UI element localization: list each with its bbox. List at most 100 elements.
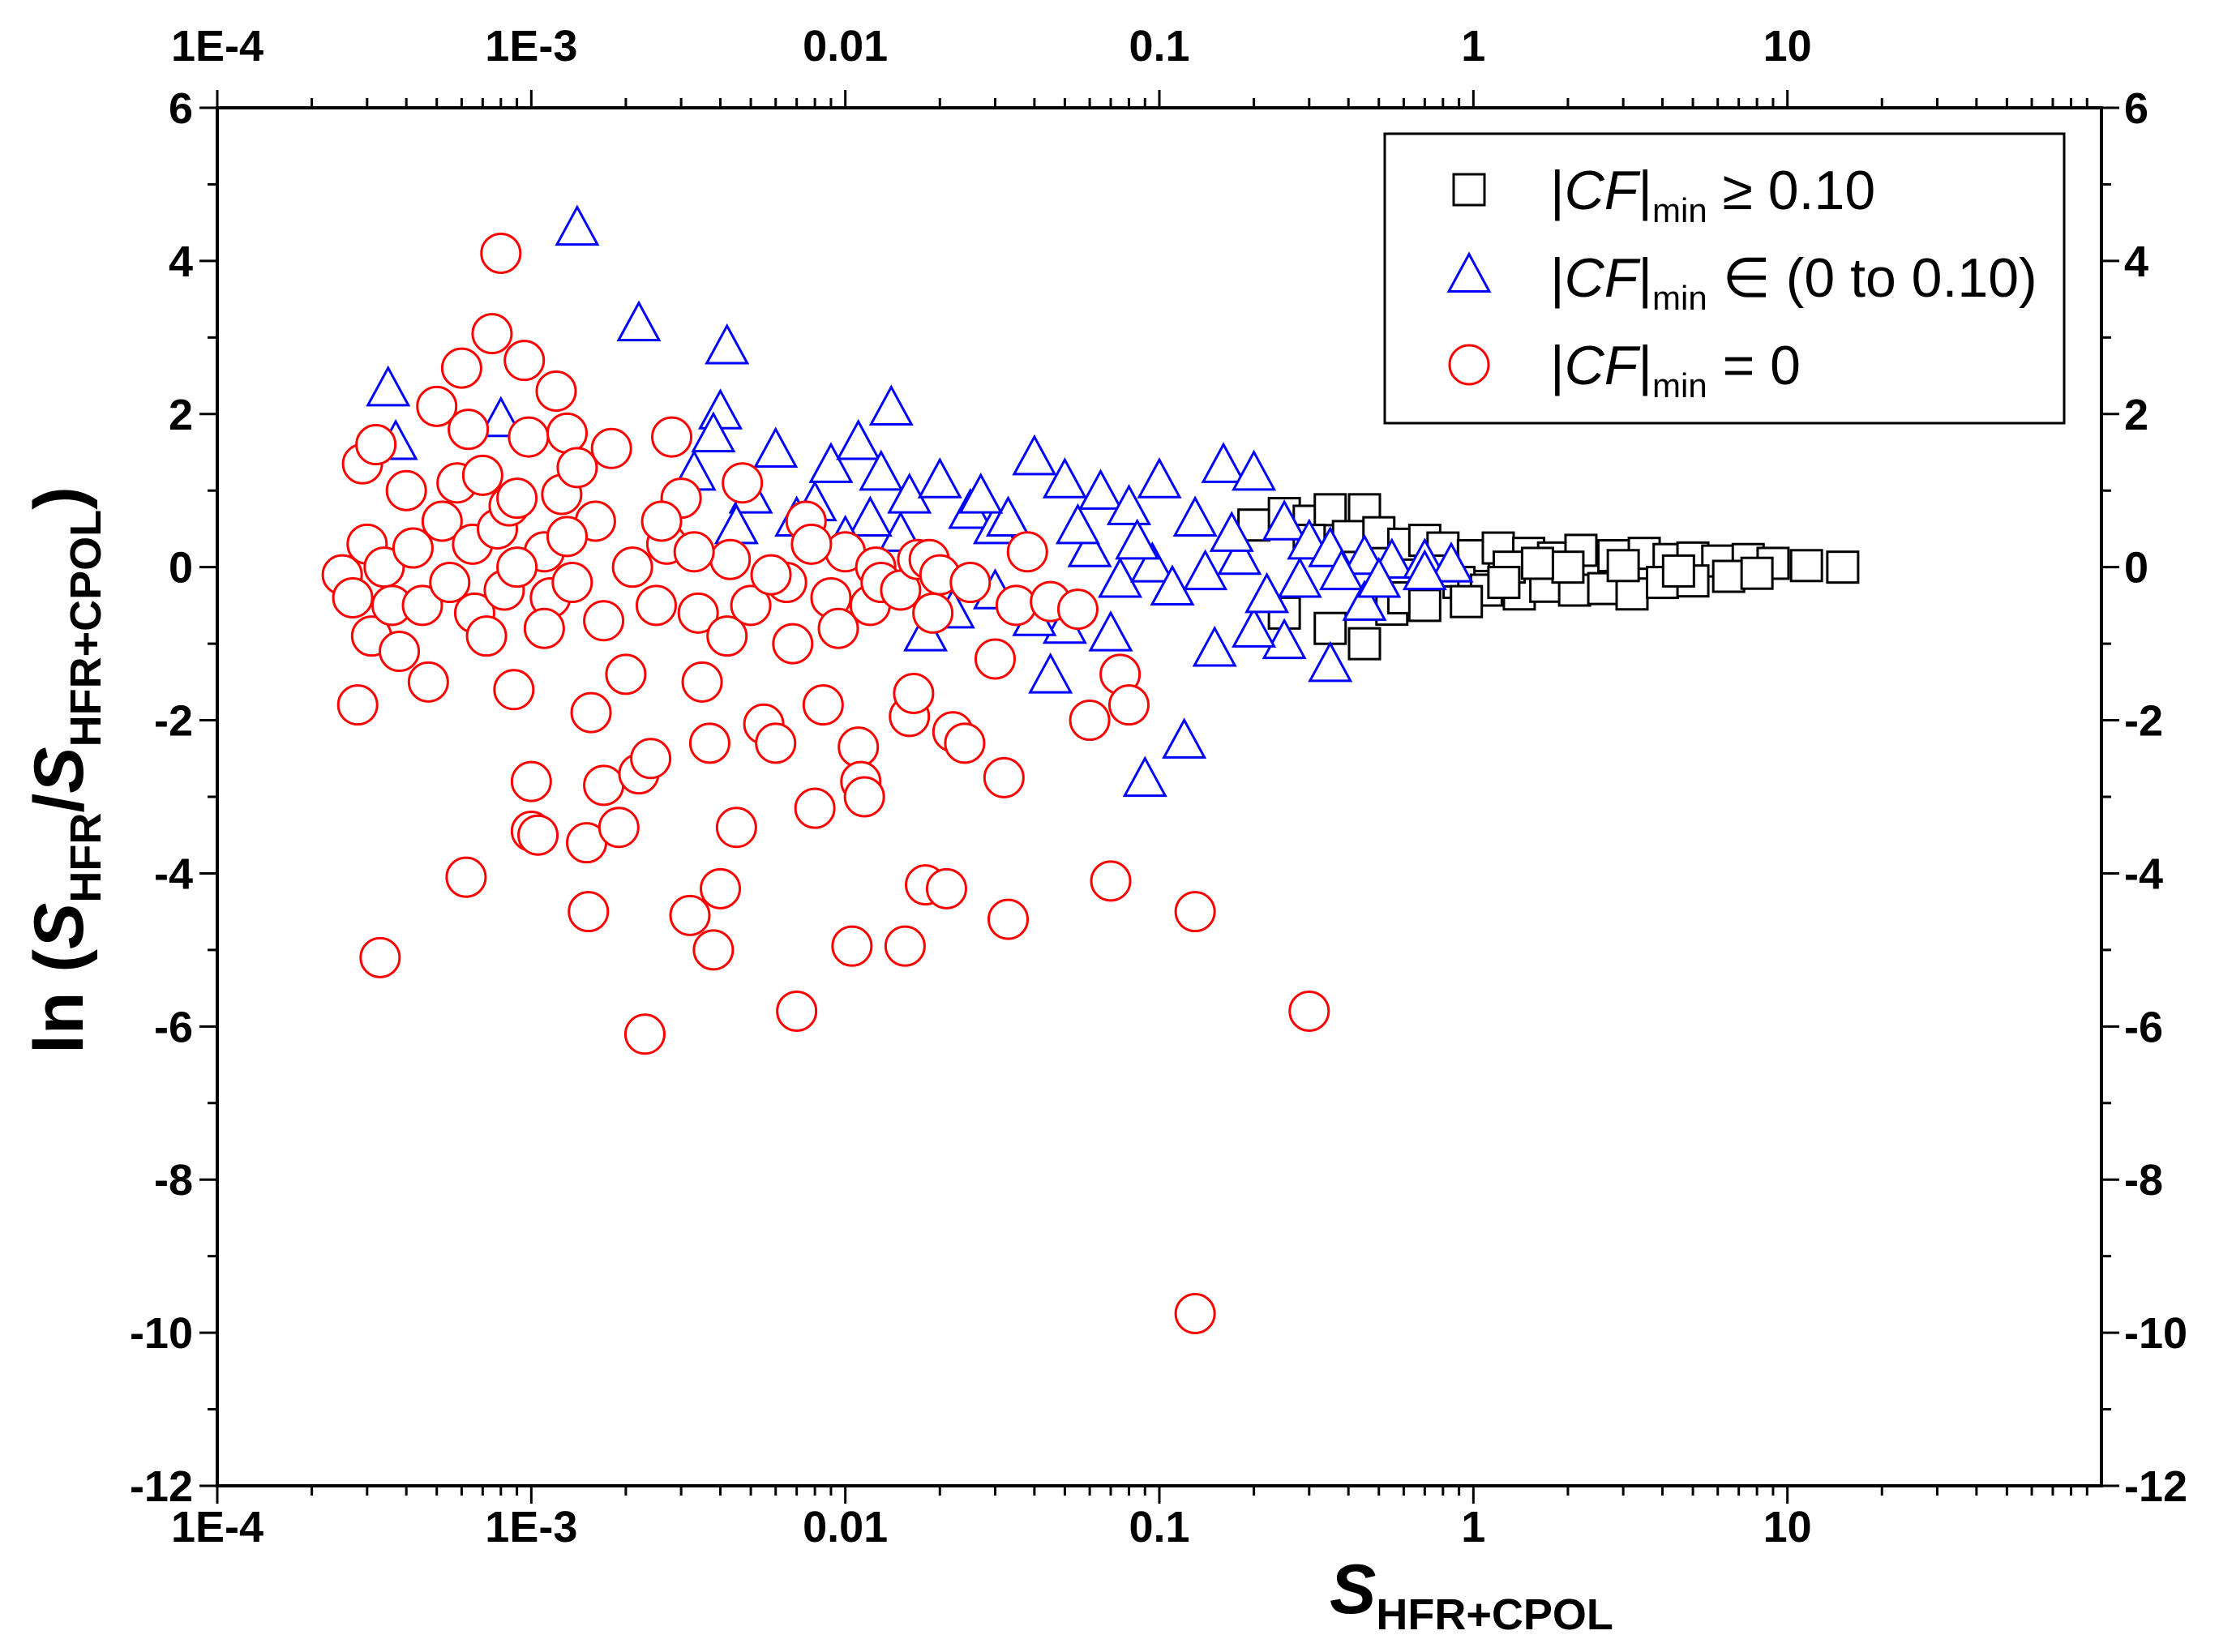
point-circle-62 <box>677 592 719 634</box>
x-tick-label-top: 0.1 <box>1129 22 1189 71</box>
point-circle-59 <box>651 416 693 458</box>
point-triangle-60 <box>1217 533 1262 576</box>
point-circle-66 <box>700 867 742 909</box>
point-circle-113 <box>1174 1293 1216 1334</box>
point-circle-55 <box>623 1013 666 1055</box>
point-triangle-29 <box>1342 533 1387 576</box>
x-tick-label-bottom: 10 <box>1763 1503 1812 1551</box>
legend-marker-circle <box>1448 344 1490 386</box>
point-circle-104 <box>995 584 1037 627</box>
point-circle-1 <box>332 576 374 618</box>
y-tick-label-right: -6 <box>2124 1003 2163 1051</box>
point-triangle-13 <box>868 384 914 426</box>
legend-marker-square <box>1452 173 1486 207</box>
point-circle-63 <box>681 661 723 703</box>
point-triangle-55 <box>1067 526 1112 567</box>
point-circle-120 <box>673 531 715 573</box>
point-circle-69 <box>722 462 764 504</box>
point-triangle-38 <box>1192 625 1237 667</box>
x-tick-label-top: 1 <box>1461 22 1485 71</box>
point-triangle-41 <box>1088 610 1133 652</box>
point-circle-12 <box>392 527 434 569</box>
point-circle-112 <box>1174 891 1216 933</box>
point-square-28 <box>1789 549 1823 583</box>
point-triangle-39 <box>1162 717 1207 759</box>
point-circle-37 <box>517 814 559 856</box>
point-circle-122 <box>750 554 792 596</box>
point-circle-49 <box>583 764 625 807</box>
point-square-47 <box>1450 584 1484 618</box>
point-circle-118 <box>583 600 625 642</box>
y-tick-label-left: 6 <box>169 84 193 133</box>
point-circle-103 <box>987 898 1030 940</box>
point-triangle-14 <box>887 473 932 514</box>
point-circle-81 <box>831 925 873 967</box>
point-circle-89 <box>884 925 926 967</box>
point-circle-114 <box>1288 990 1330 1032</box>
axis-ticks <box>199 90 2119 1504</box>
point-circle-117 <box>546 516 588 558</box>
point-triangle-35 <box>1308 640 1353 683</box>
y-tick-label-right: 6 <box>2124 84 2148 133</box>
point-circle-64 <box>688 722 730 764</box>
point-circle-116 <box>523 607 565 649</box>
legend-box <box>1383 132 2066 425</box>
point-triangle-5 <box>705 323 750 365</box>
point-circle-77 <box>802 684 844 726</box>
point-circle-105 <box>1006 531 1048 573</box>
point-circle-61 <box>669 894 711 936</box>
legend-label-1: |CF|min ∈ (0 to 0.10) <box>1550 247 2037 317</box>
point-circle-111 <box>1107 684 1150 726</box>
point-circle-101 <box>974 638 1016 680</box>
point-circle-95 <box>912 592 954 634</box>
y-tick-label-left: 4 <box>169 238 193 286</box>
axis-tick-labels: 1E-4 1E-4 1E-3 1E-3 0.01 0.01 0.1 0.1 1 1 10 10 6 6 4 4… <box>130 22 2187 1551</box>
point-circle-47 <box>570 691 612 734</box>
point-circle-42 <box>546 412 588 454</box>
point-triangle-11 <box>836 418 881 460</box>
point-circle-26 <box>471 313 513 355</box>
point-circle-28 <box>480 232 522 274</box>
point-triangle-56 <box>1098 556 1143 598</box>
point-circle-107 <box>1056 588 1099 631</box>
point-circle-119 <box>640 500 683 542</box>
point-triangle-62 <box>1277 556 1322 598</box>
point-triangle-24 <box>1201 442 1246 483</box>
point-circle-31 <box>493 669 535 711</box>
point-square-39 <box>1711 559 1746 593</box>
point-triangle-23 <box>1172 495 1218 537</box>
point-circle-84 <box>843 776 885 818</box>
point-circle-17 <box>429 562 471 604</box>
point-triangle-21 <box>1106 484 1151 525</box>
x-tick-label-bottom: 1E-4 <box>171 1503 263 1551</box>
point-triangle-26 <box>1262 499 1307 541</box>
y-tick-label-right: -10 <box>2124 1309 2187 1358</box>
point-circle-67 <box>709 538 752 580</box>
point-triangle-66 <box>958 473 1004 514</box>
point-triangle-9 <box>753 426 799 468</box>
point-circle-40 <box>535 370 577 412</box>
point-triangle-58 <box>1150 564 1195 606</box>
legend-label-2: |CF|min = 0 <box>1550 335 1801 404</box>
point-triangle-12 <box>859 449 904 491</box>
point-square-44 <box>1606 549 1640 583</box>
point-circle-7 <box>359 936 401 978</box>
point-circle-65 <box>692 929 735 971</box>
point-triangle-61 <box>1244 571 1290 614</box>
point-circle-46 <box>568 891 610 933</box>
y-tick-label-right: -12 <box>2124 1462 2187 1511</box>
y-tick-label-left: -10 <box>130 1309 193 1358</box>
y-tick-label-left: -6 <box>154 1003 193 1051</box>
point-circle-13 <box>401 584 443 627</box>
point-circle-10 <box>379 631 421 673</box>
point-circle-74 <box>776 990 818 1032</box>
point-triangle-64 <box>1356 556 1402 598</box>
point-circle-34 <box>508 416 550 458</box>
point-circle-108 <box>1069 700 1111 742</box>
y-tick-label-right: 4 <box>2124 238 2148 286</box>
x-axis-title: SHFR+CPOL <box>1330 1551 1613 1639</box>
x-tick-label-bottom: 1 <box>1461 1503 1485 1551</box>
y-tick-label-left: 0 <box>169 544 193 593</box>
point-circle-91 <box>893 673 935 714</box>
